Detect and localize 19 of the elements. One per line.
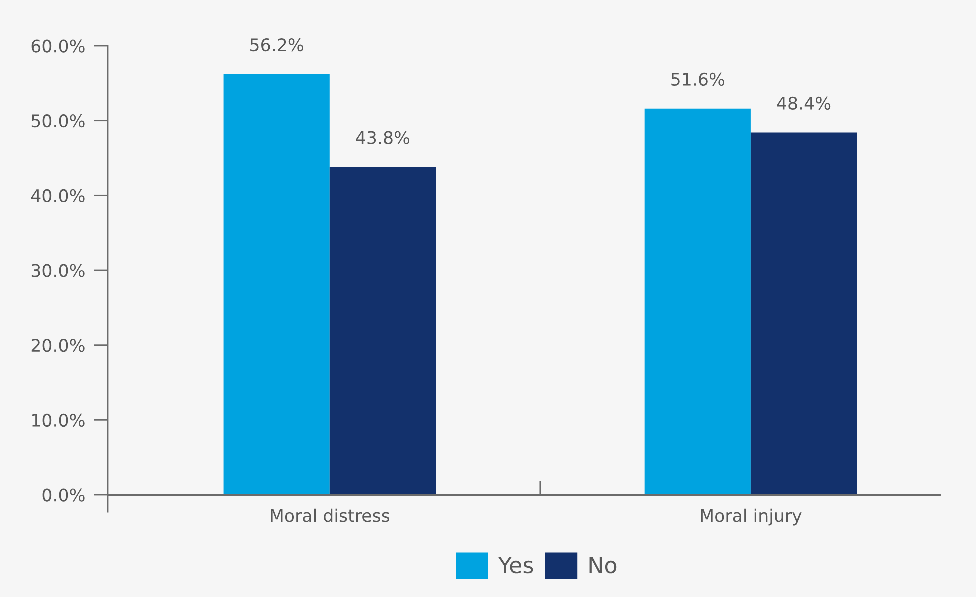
data-label: 43.8% (356, 131, 410, 144)
bar (750, 132, 858, 495)
x-tick-label: Moral distress (271, 508, 390, 522)
data-label: 48.4% (777, 96, 831, 110)
data-label: 56.2% (250, 38, 304, 52)
bar (644, 108, 751, 495)
y-tick-label: 10.0% (32, 414, 85, 428)
y-tick-label: 30.0% (32, 264, 85, 278)
legend-label: No (590, 557, 617, 574)
data-label: 51.6% (672, 72, 725, 86)
y-tick-label: 20.0% (32, 339, 85, 352)
y-tick-label: 0.0% (42, 488, 85, 502)
y-tick-label: 60.0% (32, 40, 85, 53)
bar (224, 74, 330, 495)
x-tick-label: Moral injury (701, 508, 802, 526)
y-tick-label: 50.0% (32, 114, 85, 128)
legend-label: Yes (498, 557, 534, 574)
bar (330, 167, 436, 495)
y-tick-label: 40.0% (31, 189, 85, 203)
